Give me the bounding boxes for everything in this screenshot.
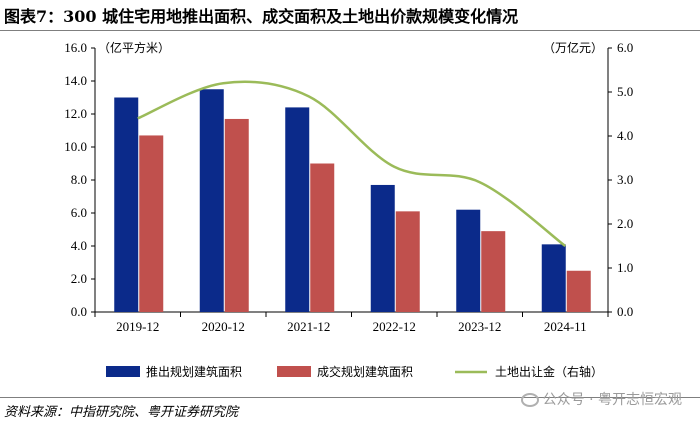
- left-tick-label: 16.0: [64, 40, 87, 55]
- left-tick-label: 4.0: [71, 238, 87, 253]
- right-tick-label: 2.0: [617, 216, 633, 231]
- x-tick-label: 2020-12: [202, 319, 245, 334]
- left-axis-unit: （亿平方米）: [98, 40, 170, 55]
- right-axis-unit: （万亿元）: [543, 40, 603, 55]
- source-note: 资料来源：中指研究院、粤开证券研究院: [4, 405, 239, 420]
- bar-launched-area: [199, 89, 224, 312]
- legend-swatch: [106, 366, 140, 377]
- bar-launched-area: [456, 209, 481, 312]
- left-tick-label: 8.0: [71, 172, 87, 187]
- bar-transacted-area: [139, 135, 164, 312]
- right-tick-label: 3.0: [617, 172, 633, 187]
- x-tick-label: 2019-12: [116, 319, 159, 334]
- legend-label: 推出规划建筑面积: [146, 364, 242, 379]
- bar-transacted-area: [481, 231, 506, 312]
- bottom-rule: [0, 397, 700, 398]
- legend-label: 成交规划建筑面积: [317, 364, 413, 379]
- left-tick-label: 2.0: [71, 271, 87, 286]
- bar-launched-area: [285, 107, 310, 313]
- x-tick-label: 2023-12: [458, 319, 501, 334]
- watermark-text: 公众号 · 粤开志恒宏观: [542, 392, 682, 408]
- left-tick-label: 10.0: [64, 139, 87, 154]
- bar-launched-area: [370, 184, 395, 312]
- bar-transacted-area: [224, 118, 249, 312]
- figure-title: 图表7：300 城住宅用地推出面积、成交面积及土地出价款规模变化情况: [4, 7, 519, 26]
- legend-label: 土地出让金（右轴）: [495, 364, 603, 379]
- right-tick-label: 0.0: [617, 304, 633, 319]
- watermark: 公众号 · 粤开志恒宏观: [520, 389, 682, 409]
- x-tick-label: 2024-11: [544, 319, 587, 334]
- right-tick-label: 5.0: [617, 84, 633, 99]
- right-tick-label: 1.0: [617, 260, 633, 275]
- legend-swatch: [277, 366, 311, 377]
- bar-launched-area: [541, 244, 566, 312]
- land-revenue-line: [137, 80, 566, 248]
- left-tick-label: 14.0: [64, 73, 87, 88]
- x-tick-label: 2022-12: [373, 319, 416, 334]
- right-tick-label: 4.0: [617, 128, 633, 143]
- left-tick-label: 12.0: [64, 106, 87, 121]
- bar-launched-area: [114, 97, 139, 312]
- left-tick-label: 6.0: [71, 205, 87, 220]
- top-rule: [0, 30, 700, 31]
- wechat-icon: [520, 393, 539, 407]
- bar-transacted-area: [395, 211, 420, 312]
- x-tick-label: 2021-12: [287, 319, 330, 334]
- left-tick-label: 0.0: [71, 304, 87, 319]
- right-tick-label: 6.0: [617, 40, 633, 55]
- bar-transacted-area: [310, 163, 335, 312]
- bar-transacted-area: [566, 270, 591, 312]
